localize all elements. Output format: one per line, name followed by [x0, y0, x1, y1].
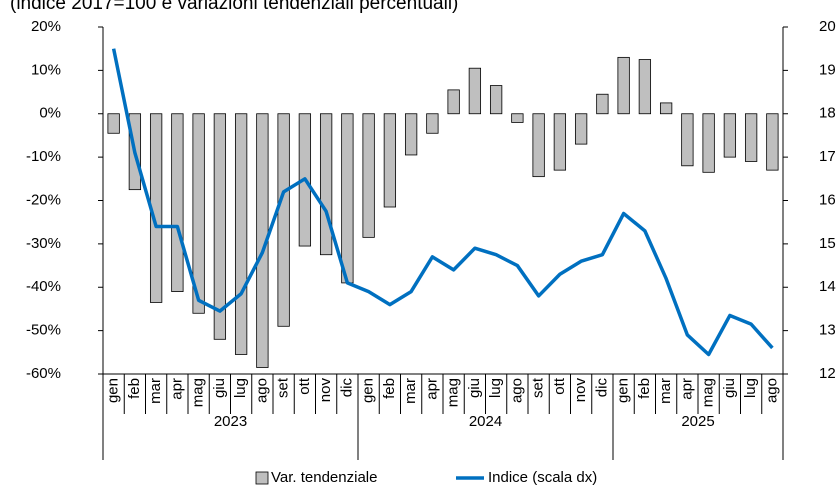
legend-label: Var. tendenziale: [271, 469, 377, 486]
y2-tick-label: 120: [819, 365, 836, 382]
x-tick-label: set: [530, 377, 547, 398]
line: [111, 48, 774, 357]
y-tick-label: -40%: [26, 278, 61, 295]
group-label: 2023: [214, 413, 247, 430]
y2-tick-label: 170: [819, 148, 836, 165]
y-tick-label: -60%: [26, 365, 61, 382]
x-tick-label: mar: [147, 378, 164, 404]
bar: [234, 113, 248, 355]
bar: [596, 93, 609, 115]
y2-tick-label: 160: [819, 191, 836, 208]
x-tick-label: apr: [423, 378, 440, 400]
y2-tick-label: 130: [819, 322, 836, 339]
bar: [171, 113, 184, 292]
y-tick-label: 20%: [31, 18, 61, 35]
bar: [319, 113, 333, 256]
x-tick-label: mar: [402, 378, 419, 404]
x-tick-label: giu: [211, 378, 228, 398]
y-tick-label: -20%: [26, 191, 61, 208]
bar: [659, 102, 673, 115]
bar: [277, 113, 290, 327]
x-tick-label: apr: [168, 378, 185, 400]
chart-title: (indice 2017=100 e variazioni tendenzial…: [10, 0, 458, 14]
x-tick-label: lug: [742, 378, 759, 398]
bar: [511, 113, 524, 123]
x-tick-label: mar: [657, 378, 674, 404]
x-tick-label: dic: [338, 378, 355, 398]
bar: [766, 113, 779, 171]
bar: [532, 113, 545, 178]
x-tick-label: ott: [296, 377, 313, 395]
y-tick-label: -30%: [26, 235, 61, 252]
y2-tick-label: 200: [819, 18, 836, 35]
bar: [213, 113, 227, 340]
y2-tick-label: 180: [819, 105, 836, 122]
x-tick-label: mag: [190, 378, 207, 407]
x-tick-label: dic: [593, 378, 610, 398]
x-tick-label: mag: [445, 378, 462, 407]
x-tick-label: feb: [126, 378, 143, 399]
x-tick-label: nov: [572, 378, 589, 403]
x-tick-label: ott: [551, 377, 568, 395]
x-tick-label: lug: [232, 378, 249, 398]
bar: [638, 59, 652, 115]
bar: [107, 113, 120, 134]
bar: [341, 113, 354, 284]
x-tick-label: gen: [360, 378, 377, 403]
x-tick-label: ago: [253, 378, 270, 403]
x-tick-label: ago: [763, 378, 780, 403]
bar: [192, 113, 205, 314]
bar: [723, 113, 737, 158]
bar: [383, 113, 397, 208]
x-tick-label: ago: [508, 378, 525, 403]
x-tick-label: apr: [678, 378, 695, 400]
y-tick-label: 0%: [39, 105, 61, 122]
y-tick-label: -10%: [26, 148, 61, 165]
x-tick-label: giu: [721, 378, 738, 398]
bar: [426, 113, 439, 134]
x-tick-label: set: [275, 377, 292, 398]
y2-tick-label: 150: [819, 235, 836, 252]
legend-swatch: [255, 471, 269, 485]
x-tick-label: lug: [487, 378, 504, 398]
x-tick-label: feb: [381, 378, 398, 399]
bar: [447, 89, 460, 115]
y2-tick-label: 190: [819, 61, 836, 78]
y2-tick-label: 140: [819, 278, 836, 295]
group-label: 2025: [681, 413, 714, 430]
bar: [681, 113, 694, 167]
x-tick-label: giu: [466, 378, 483, 398]
x-tick-label: feb: [636, 378, 653, 399]
y-tick-label: -50%: [26, 322, 61, 339]
bar: [553, 113, 567, 171]
x-tick-label: nov: [317, 378, 334, 403]
bar: [617, 56, 630, 115]
bar: [468, 67, 482, 115]
x-tick-label: gen: [105, 378, 122, 403]
y-tick-label: 10%: [31, 61, 61, 78]
bar: [404, 113, 418, 156]
group-label: 2024: [469, 413, 502, 430]
bar: [362, 113, 375, 238]
bar: [574, 113, 588, 145]
bar: [744, 113, 758, 162]
x-tick-label: mag: [700, 378, 717, 407]
bar: [702, 113, 715, 173]
x-tick-label: gen: [615, 378, 632, 403]
bar: [489, 85, 503, 115]
legend-label: Indice (scala dx): [488, 469, 597, 486]
